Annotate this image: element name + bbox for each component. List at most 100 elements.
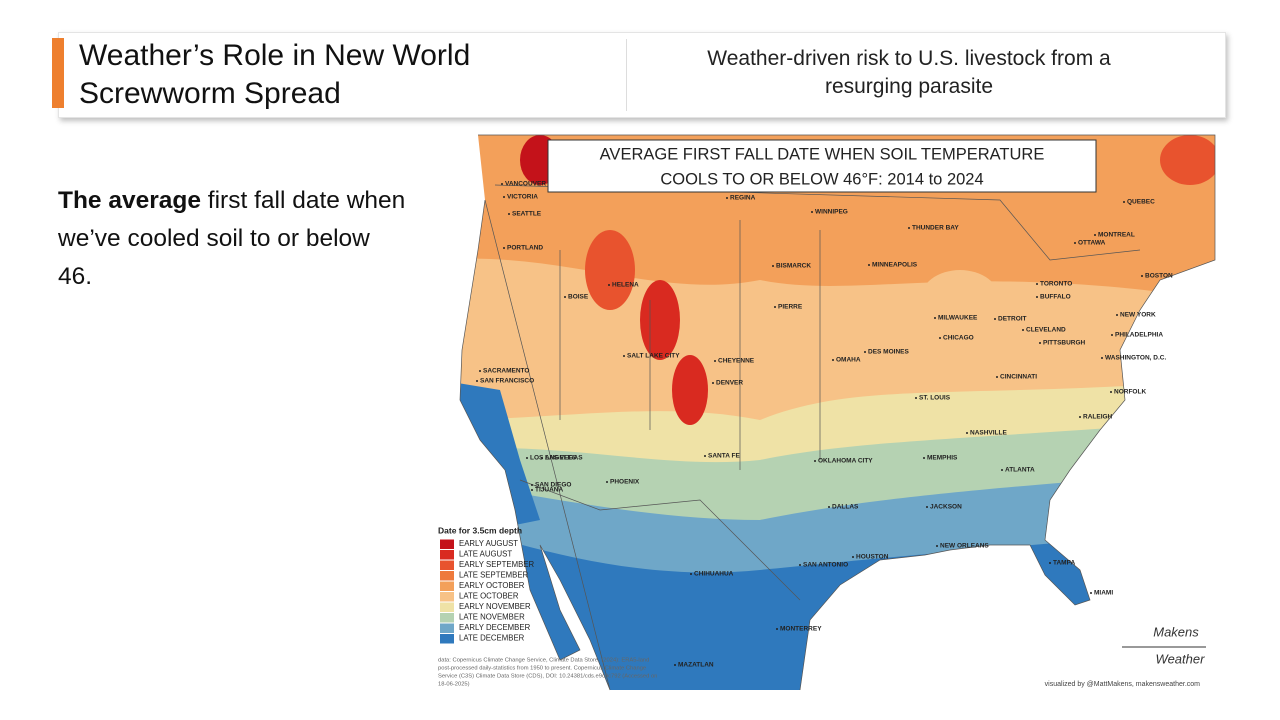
city-dot — [934, 317, 936, 319]
city-dot — [726, 197, 728, 199]
legend-label: LATE DECEMBER — [459, 634, 525, 643]
city-label: SALT LAKE CITY — [627, 353, 680, 360]
city-label: PIERRE — [778, 304, 803, 311]
city-label: SACRAMENTO — [483, 368, 529, 375]
city-dot — [564, 296, 566, 298]
city-dot — [501, 183, 503, 185]
accent-bar — [52, 38, 64, 108]
city-dot — [852, 556, 854, 558]
city-label: HOUSTON — [856, 554, 889, 561]
city-dot — [996, 376, 998, 378]
city-label: MINNEAPOLIS — [872, 262, 918, 269]
city-label: BOISE — [568, 294, 589, 301]
city-label: CHICAGO — [943, 335, 974, 342]
city-label: MILWAUKEE — [938, 315, 978, 322]
city-label: HELENA — [612, 282, 639, 289]
city-label: RALEIGH — [1083, 414, 1113, 421]
city-label: SAN DIEGO — [535, 482, 571, 489]
legend-swatch — [440, 571, 454, 581]
city-label: TORONTO — [1040, 281, 1072, 288]
city-dot — [828, 506, 830, 508]
city-label: NEW YORK — [1120, 312, 1156, 319]
body-bold: The average — [58, 187, 201, 214]
city-dot — [526, 457, 528, 459]
city-label: PORTLAND — [507, 245, 543, 252]
legend-label: LATE SEPTEMBER — [459, 571, 529, 580]
city-label: BUFFALO — [1040, 294, 1071, 301]
legend-swatch — [440, 602, 454, 612]
city-label: VANCOUVER — [505, 181, 546, 188]
credit: visualized by @MattMakens, makensweather… — [1045, 681, 1201, 688]
city-dot — [1022, 329, 1024, 331]
city-dot — [1141, 275, 1143, 277]
city-label: DENVER — [716, 380, 743, 387]
city-dot — [712, 382, 714, 384]
city-label: MEMPHIS — [927, 455, 958, 462]
city-label: SAN FRANCISCO — [480, 378, 534, 385]
city-dot — [1116, 314, 1118, 316]
source-note: Service (C3S) Climate Data Store (CDS), … — [438, 674, 657, 680]
city-dot — [936, 545, 938, 547]
city-label: PITTSBURGH — [1043, 340, 1086, 347]
city-dot — [1001, 469, 1003, 471]
source-note: data: Copernicus Climate Change Service,… — [438, 658, 649, 664]
city-label: PHOENIX — [610, 479, 640, 486]
city-dot — [1039, 342, 1041, 344]
city-label: PHILADELPHIA — [1115, 332, 1163, 339]
legend-label: EARLY DECEMBER — [459, 623, 531, 632]
city-dot — [908, 227, 910, 229]
city-dot — [690, 573, 692, 575]
legend-swatch — [440, 560, 454, 570]
city-dot — [939, 337, 941, 339]
legend-label: LATE NOVEMBER — [459, 613, 525, 622]
city-label: NEW ORLEANS — [940, 543, 989, 550]
body-rest: first fall date when we’ve cooled soil t… — [58, 187, 406, 290]
city-dot — [608, 284, 610, 286]
city-label: NASHVILLE — [970, 430, 1008, 437]
legend-label: EARLY AUGUST — [459, 539, 518, 548]
map-title-box — [547, 139, 1097, 193]
city-dot — [776, 628, 778, 630]
city-dot — [926, 506, 928, 508]
city-dot — [508, 213, 510, 215]
logo: Makens — [1153, 624, 1199, 639]
legend-label: EARLY SEPTEMBER — [459, 560, 534, 569]
header: Weather’s Role in New World Screwworm Sp… — [58, 32, 1226, 118]
city-dot — [1074, 242, 1076, 244]
source-note: 18-06-2025) — [438, 682, 470, 688]
city-label: OMAHA — [836, 357, 861, 364]
city-label: CLEVELAND — [1026, 327, 1066, 334]
city-dot — [864, 351, 866, 353]
city-label: MONTREAL — [1098, 232, 1135, 239]
city-label: SEATTLE — [512, 211, 542, 218]
city-dot — [868, 264, 870, 266]
city-label: MONTERREY — [780, 626, 822, 633]
city-label: OTTAWA — [1078, 240, 1106, 247]
city-dot — [994, 318, 996, 320]
city-dot — [774, 306, 776, 308]
city-label: JACKSON — [930, 504, 962, 511]
city-label: SANTA FE — [708, 453, 740, 460]
city-label: LOS ANGELES — [530, 455, 577, 462]
legend-label: EARLY OCTOBER — [459, 581, 525, 590]
city-label: VICTORIA — [507, 194, 538, 201]
city-label: REGINA — [730, 195, 756, 202]
city-label: ST. LOUIS — [919, 395, 951, 402]
legend-swatch — [440, 623, 454, 633]
city-dot — [1094, 234, 1096, 236]
city-label: WASHINGTON, D.C. — [1105, 355, 1166, 362]
logo: Weather — [1156, 651, 1206, 666]
city-label: CHIHUAHUA — [694, 571, 734, 578]
city-dot — [1111, 334, 1113, 336]
city-label: SAN ANTONIO — [803, 562, 848, 569]
city-dot — [799, 564, 801, 566]
city-dot — [1079, 416, 1081, 418]
city-label: BOSTON — [1145, 273, 1173, 280]
city-dot — [966, 432, 968, 434]
city-dot — [811, 211, 813, 213]
divider — [626, 39, 627, 111]
city-dot — [714, 360, 716, 362]
city-label: BISMARCK — [776, 263, 811, 270]
legend-swatch — [440, 550, 454, 560]
